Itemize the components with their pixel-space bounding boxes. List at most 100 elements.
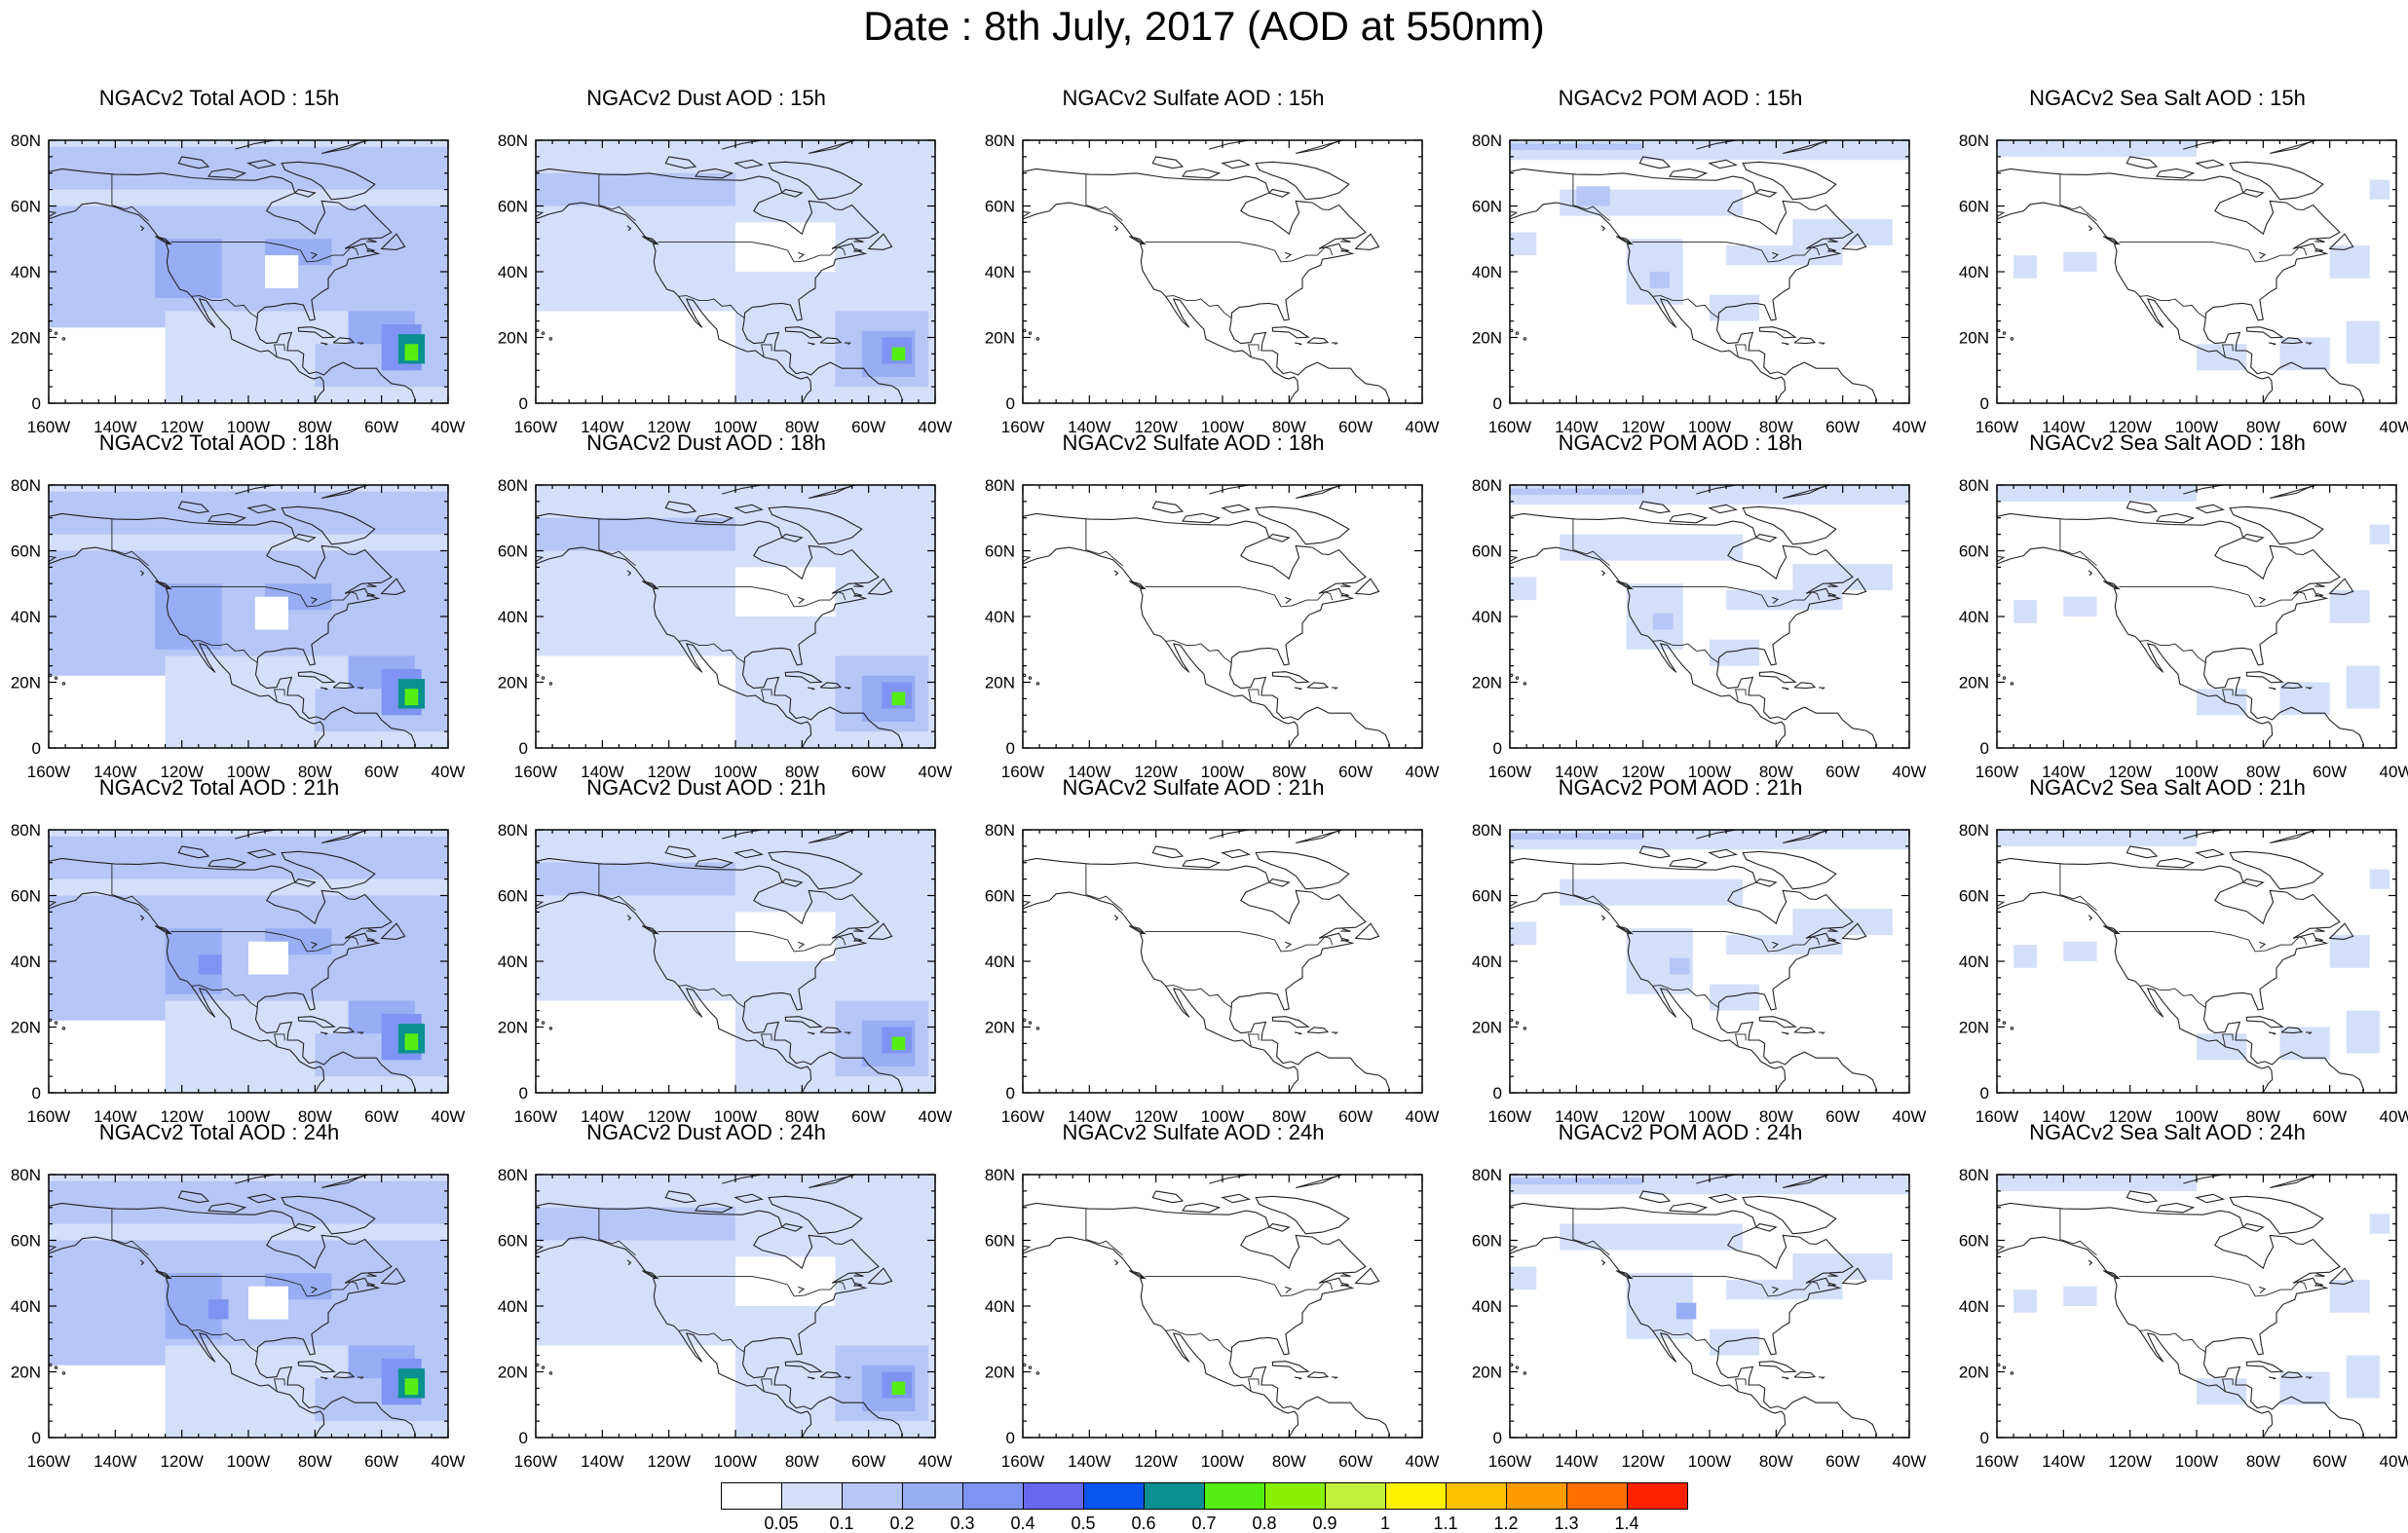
- x-tick-label: 80W: [2246, 1107, 2280, 1126]
- x-tick-label: 100W: [2175, 1452, 2218, 1471]
- aod-cell: [2329, 935, 2370, 968]
- x-tick-label: 140W: [1555, 418, 1598, 436]
- x-tick-label: 140W: [581, 1452, 623, 1471]
- x-tick-label: 140W: [581, 1107, 623, 1126]
- x-tick-label: 100W: [227, 1107, 270, 1126]
- panel-title: NGACv2 POM AOD : 21h: [1558, 775, 1803, 800]
- y-tick-label: 40N: [11, 953, 41, 971]
- axis-ticks: [1509, 829, 1910, 1094]
- x-tick-label: 80W: [1272, 1107, 1306, 1126]
- y-tick-label: 60N: [1472, 542, 1502, 561]
- aod-cell: [2279, 682, 2330, 716]
- colorbar-label: 0.6: [1131, 1514, 1156, 1533]
- x-tick-label: 80W: [1759, 1107, 1793, 1126]
- aod-cell: [1649, 272, 1670, 288]
- aod-cell: [891, 1381, 906, 1396]
- x-tick-label: 160W: [1488, 1452, 1531, 1471]
- y-tick-label: 80N: [1472, 131, 1502, 150]
- x-tick-label: 80W: [785, 763, 819, 781]
- aod-map: 160W 140W 120W 100W 80W 60W 40W 80N 60N 40N 20N 0: [1472, 476, 1927, 781]
- aod-cell: [2063, 1286, 2097, 1306]
- y-tick-label: 20N: [11, 674, 41, 692]
- map-panel-total-21h: NGACv2 Total AOD : 21h 160W 140W 120W 100W 80…: [0, 775, 487, 1126]
- x-tick-label: 140W: [94, 418, 136, 436]
- x-tick-label: 120W: [647, 763, 690, 781]
- panel-title: NGACv2 Sulfate AOD : 21h: [1062, 775, 1325, 800]
- x-tick-label: 100W: [2175, 418, 2218, 436]
- aod-cell: [536, 311, 735, 403]
- x-tick-label: 120W: [647, 1452, 690, 1471]
- x-tick-label: 60W: [1338, 1107, 1373, 1126]
- coastlines: [49, 830, 417, 1093]
- x-tick-label: 40W: [1406, 1107, 1440, 1126]
- panel-title: NGACv2 Sulfate AOD : 18h: [1062, 430, 1325, 455]
- aod-map: 160W 140W 120W 100W 80W 60W 40W 80N 60N 40N 20N 0: [985, 821, 1440, 1126]
- aod-map: 160W 140W 120W 100W 80W 60W 40W 80N 60N 40N 20N 0: [11, 131, 466, 436]
- aod-field: [536, 830, 935, 1093]
- y-tick-label: 20N: [1472, 674, 1502, 692]
- x-tick-label: 160W: [1488, 763, 1531, 781]
- aod-cell: [148, 1247, 332, 1264]
- coastlines: [1997, 1175, 2365, 1438]
- aod-cell: [536, 172, 735, 206]
- y-tick-label: 20N: [1959, 329, 1989, 348]
- x-tick-label: 60W: [364, 418, 398, 436]
- aod-map: 160W 140W 120W 100W 80W 60W 40W 80N 60N 40N 20N 0: [1959, 1166, 2408, 1471]
- map-panel-dust-18h: NGACv2 Dust AOD : 18h 160W 140W 120W 100W 80W…: [487, 430, 974, 781]
- x-tick-label: 40W: [1893, 763, 1927, 781]
- aod-field: [536, 140, 935, 403]
- x-tick-label: 100W: [1688, 1452, 1731, 1471]
- coastlines: [1023, 830, 1391, 1093]
- x-tick-label: 140W: [94, 1452, 136, 1471]
- y-tick-label: 20N: [1959, 1019, 1989, 1037]
- y-tick-label: 20N: [1472, 329, 1502, 348]
- aod-cell: [1726, 1280, 1843, 1300]
- colorbar-label: 0.1: [829, 1514, 854, 1533]
- x-tick-label: 80W: [2246, 763, 2280, 781]
- colorbar-swatch: [1446, 1482, 1507, 1510]
- y-tick-label: 0: [519, 394, 528, 413]
- y-tick-label: 0: [1493, 1084, 1502, 1103]
- x-tick-label: 60W: [1338, 1452, 1373, 1471]
- x-tick-label: 100W: [714, 418, 757, 436]
- axis-ticks: [1022, 1174, 1423, 1439]
- aod-cell: [265, 255, 299, 288]
- map-panel-sulfate-24h: NGACv2 Sulfate AOD : 24h 160W 140W 120W 100W…: [974, 1120, 1461, 1471]
- aod-field: [1997, 1175, 2390, 1405]
- map-panel-pom-24h: NGACv2 POM AOD : 24h 160W 140W 120W 100W 80W 6…: [1461, 1120, 1948, 1471]
- y-tick-label: 80N: [985, 1166, 1015, 1184]
- axis-ticks: [48, 139, 449, 404]
- x-tick-label: 140W: [1068, 418, 1110, 436]
- colorbar-swatch: [1083, 1482, 1145, 1510]
- x-tick-label: 80W: [1272, 1452, 1306, 1471]
- aod-cell: [1710, 984, 1760, 1011]
- aod-cell: [2329, 1280, 2370, 1313]
- aod-field: [1510, 485, 1909, 666]
- aod-field: [1997, 140, 2390, 371]
- x-tick-label: 40W: [1406, 1452, 1440, 1471]
- y-tick-label: 60N: [985, 198, 1015, 216]
- y-tick-label: 80N: [498, 821, 528, 840]
- x-tick-label: 40W: [2380, 763, 2408, 781]
- aod-cell: [1710, 294, 1760, 321]
- x-tick-label: 120W: [1134, 1107, 1177, 1126]
- aod-cell: [2346, 1010, 2380, 1054]
- x-tick-label: 160W: [27, 1107, 70, 1126]
- x-tick-label: 60W: [364, 1107, 398, 1126]
- y-tick-label: 60N: [11, 887, 41, 906]
- x-tick-label: 120W: [2108, 1107, 2151, 1126]
- y-tick-label: 0: [1006, 394, 1015, 413]
- aod-cell: [404, 344, 419, 361]
- x-tick-label: 40W: [432, 418, 466, 436]
- colorbar-label: 0.9: [1312, 1514, 1337, 1533]
- aod-cell: [1997, 140, 2197, 157]
- y-tick-label: 80N: [1959, 821, 1989, 840]
- aod-map: 160W 140W 120W 100W 80W 60W 40W 80N 60N 40N 20N 0: [985, 476, 1440, 781]
- aod-cell: [536, 1207, 735, 1241]
- y-tick-label: 20N: [985, 1364, 1015, 1382]
- aod-field: [1510, 1175, 1909, 1356]
- panel-title: NGACv2 Dust AOD : 18h: [586, 430, 826, 455]
- panel-title: NGACv2 Dust AOD : 21h: [586, 775, 826, 800]
- x-tick-label: 100W: [2175, 763, 2218, 781]
- x-tick-label: 40W: [919, 1107, 953, 1126]
